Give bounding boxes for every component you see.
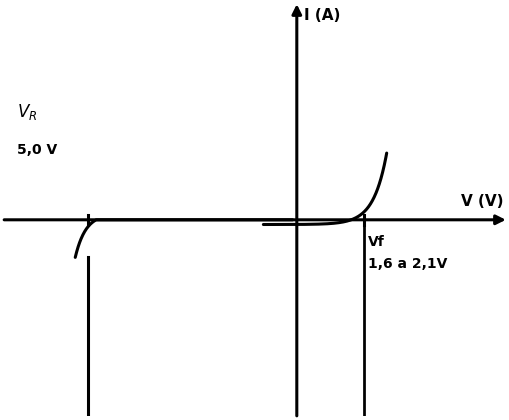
Text: 1,6 a 2,1V: 1,6 a 2,1V bbox=[367, 257, 446, 271]
Text: 5,0 V: 5,0 V bbox=[17, 143, 57, 158]
Text: I (A): I (A) bbox=[304, 8, 340, 23]
Text: V (V): V (V) bbox=[460, 194, 503, 209]
Text: Vf: Vf bbox=[367, 236, 384, 249]
Text: $V_R$: $V_R$ bbox=[17, 102, 37, 122]
